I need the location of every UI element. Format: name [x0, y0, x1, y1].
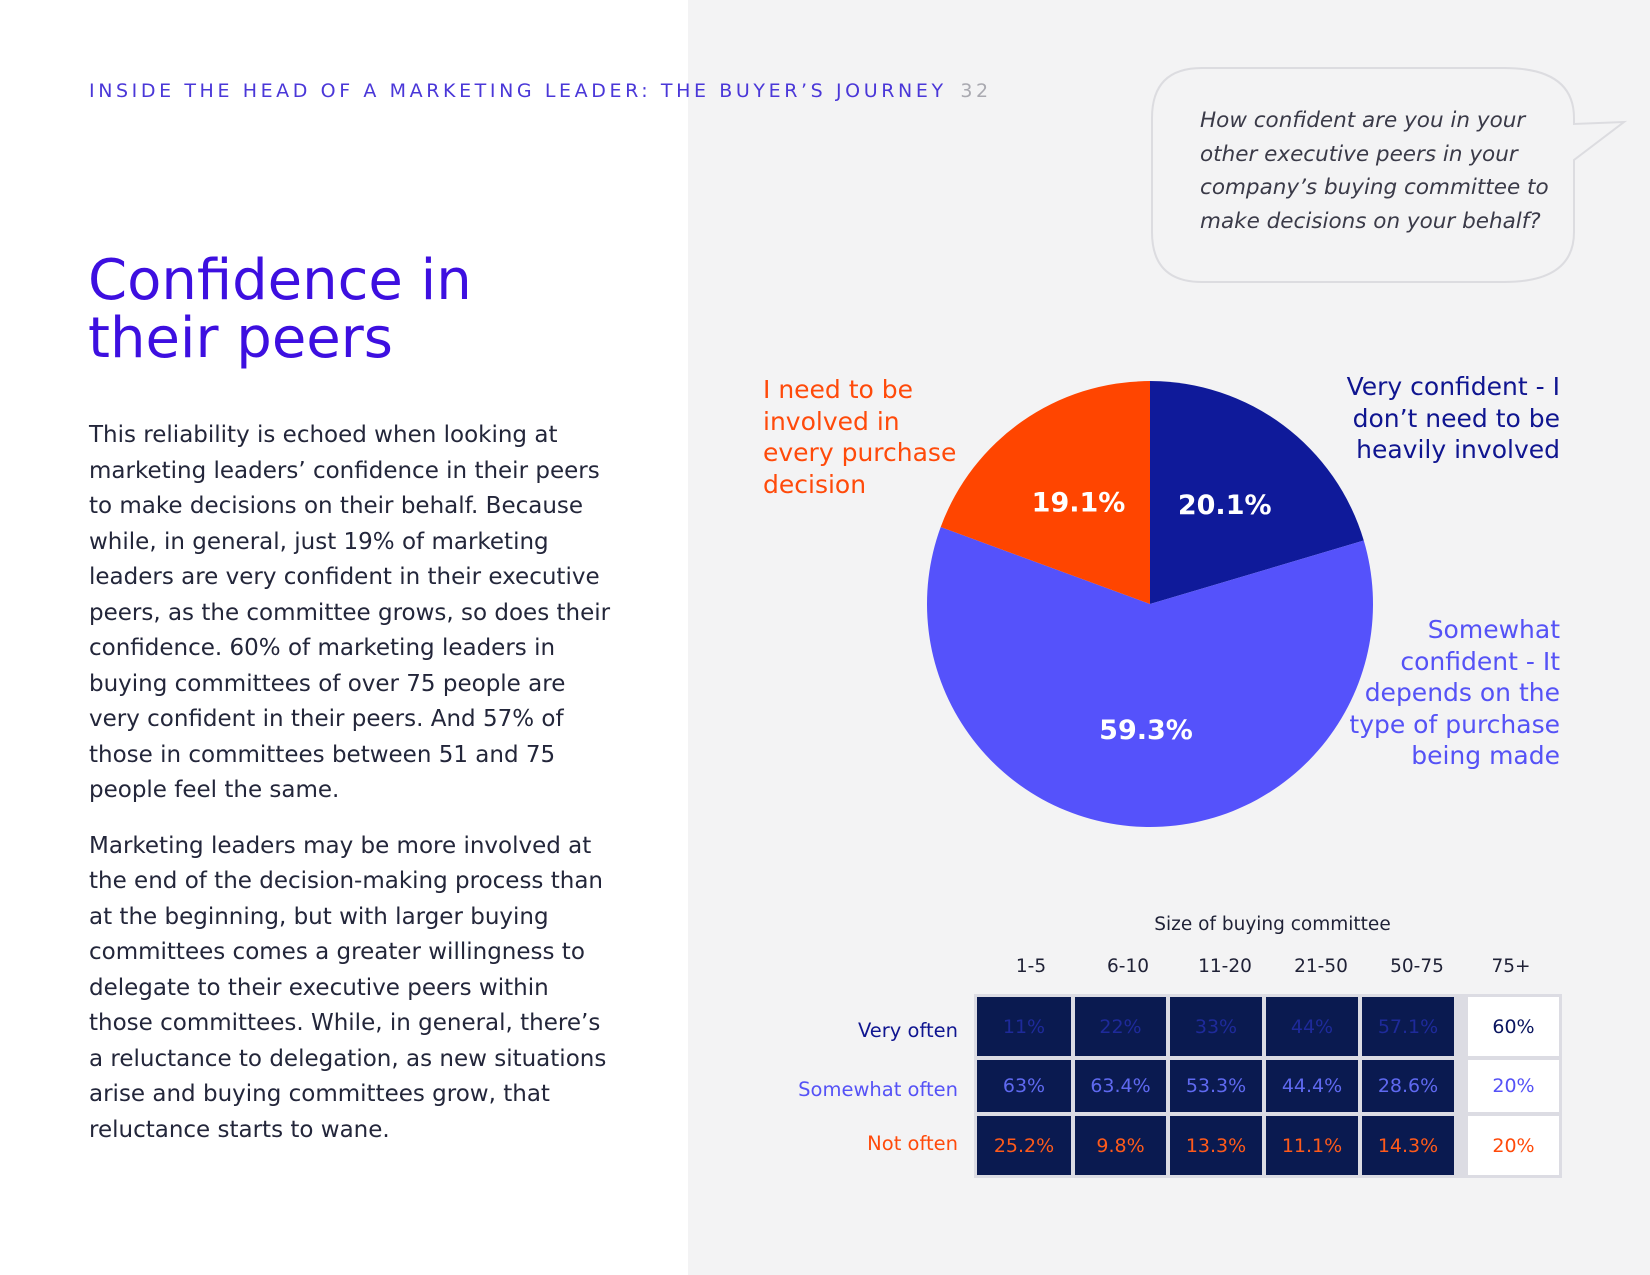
table-cell-somewhat-often-50-75: 28.6% [1362, 1060, 1454, 1112]
column-header: 50-75 [1390, 956, 1444, 977]
table-cell-not-often-75+: 20% [1468, 1116, 1559, 1175]
table-cell-not-often-21-50: 11.1% [1266, 1116, 1358, 1175]
pie-slice-need-involved [940, 381, 1150, 604]
row-header-somewhat-often: Somewhat often [798, 1078, 958, 1101]
header-title: INSIDE THE HEAD OF A MARKETING LEADER: T… [89, 80, 947, 102]
legend-label-need-involved: I need to be involved in every purchase … [763, 375, 957, 499]
column-header: 1-5 [1015, 956, 1047, 977]
pie-label-somewhat-confident: 59.3% [1099, 715, 1193, 746]
table-cell-not-often-50-75: 14.3% [1362, 1116, 1454, 1175]
table-cell-somewhat-often-6-10: 63.4% [1075, 1060, 1166, 1112]
body-text: This reliability is echoed when looking … [89, 418, 619, 1168]
committee-size-table: 11% 22% 33% 44% 57.1% 60% 63% 63.4% 53.3% 44.4% 28… [974, 994, 1562, 1178]
legend-label-somewhat-confident: Somewhat confident - It depends on the t… [1349, 615, 1560, 770]
column-header: 75+ [1491, 956, 1531, 977]
legend-label-very-confident: Very confident - I don’t need to be heav… [1346, 372, 1560, 464]
table-cell-very-often-11-20: 33% [1170, 997, 1262, 1056]
table-cell-not-often-11-20: 13.3% [1170, 1116, 1262, 1175]
body-paragraph-2: Marketing leaders may be more involved a… [89, 832, 607, 1143]
running-header: INSIDE THE HEAD OF A MARKETING LEADER: T… [89, 80, 992, 102]
page-title: Confidence in their peers [88, 252, 608, 368]
table-cell-not-often-6-10: 9.8% [1075, 1116, 1166, 1175]
row-header-not-often: Not often [867, 1132, 958, 1155]
row-header-very-often: Very often [857, 1019, 958, 1042]
pie-label-need-involved: 19.1% [1032, 488, 1126, 519]
table-cell-somewhat-often-1-5: 63% [977, 1060, 1071, 1112]
pie-slice-somewhat-confident [926, 527, 1373, 828]
column-header: 6-10 [1107, 956, 1149, 977]
pie-chart: 20.1% 59.3% 19.1% [926, 381, 1373, 828]
speech-bubble [1151, 67, 1628, 283]
table-cell-somewhat-often-75+: 20% [1468, 1060, 1559, 1112]
table-cell-very-often-75+: 60% [1468, 997, 1559, 1056]
page-number: 32 [960, 80, 992, 102]
column-header: 21-50 [1294, 956, 1348, 977]
table-cell-very-often-6-10: 22% [1075, 997, 1166, 1056]
table-title: Size of buying committee [1154, 914, 1391, 935]
table-cell-not-often-1-5: 25.2% [977, 1116, 1071, 1175]
table-cell-somewhat-often-11-20: 53.3% [1170, 1060, 1262, 1112]
page-title-line-1: Confidence in [88, 248, 472, 313]
speech-bubble-outline [1151, 67, 1628, 283]
column-header: 11-20 [1198, 956, 1252, 977]
survey-question: How confident are you in your other exec… [1200, 108, 1549, 234]
table-cell-somewhat-often-21-50: 44.4% [1266, 1060, 1358, 1112]
pie-slice-very-confident [1150, 381, 1364, 604]
table-cell-very-often-50-75: 57.1% [1362, 997, 1454, 1056]
table-cell-very-often-1-5: 11% [977, 997, 1071, 1056]
page-title-line-2: their peers [88, 306, 393, 371]
body-paragraph-1: This reliability is echoed when looking … [89, 422, 611, 803]
table-cell-very-often-21-50: 44% [1266, 997, 1358, 1056]
pie-label-very-confident: 20.1% [1178, 490, 1272, 521]
